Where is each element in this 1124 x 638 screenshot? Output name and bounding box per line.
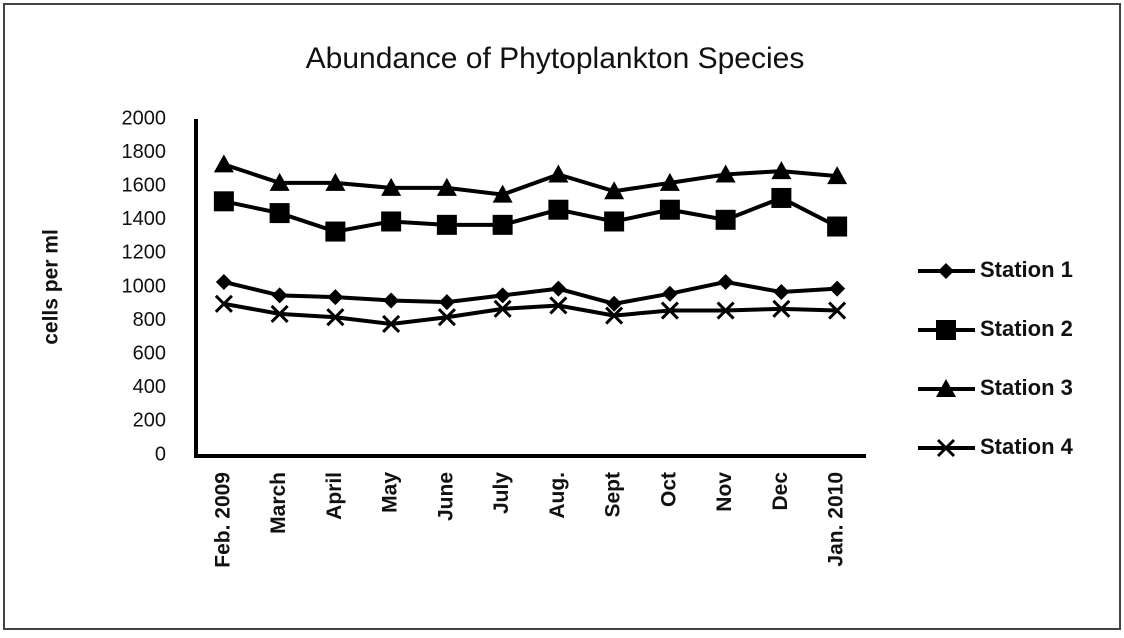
marker (827, 166, 848, 185)
marker (437, 308, 456, 327)
marker (494, 287, 511, 304)
marker (771, 161, 792, 180)
y-tick-label: 1400 (122, 208, 167, 230)
marker (549, 296, 568, 315)
marker (325, 172, 346, 191)
x-tick-label: Nov (713, 472, 736, 512)
marker (715, 209, 736, 230)
marker (606, 295, 623, 312)
legend-marker (936, 379, 956, 397)
y-tick-label: 1800 (122, 141, 167, 163)
y-tick-label: 800 (133, 309, 166, 331)
y-tick-label: 2000 (122, 107, 167, 129)
chart-title: Abundance of Phytoplankton Species (306, 42, 805, 75)
marker (215, 273, 232, 290)
marker (269, 203, 290, 224)
y-tick-label: 1000 (122, 275, 167, 297)
marker (492, 184, 513, 203)
marker (383, 292, 400, 309)
y-axis-label: cells per ml (40, 229, 63, 345)
marker (659, 172, 680, 191)
legend-label: Station 3 (980, 375, 1073, 400)
x-tick-label: Feb. 2009 (211, 472, 234, 568)
y-tick-label: 1200 (122, 242, 167, 264)
marker (661, 285, 678, 302)
legend-label: Station 2 (980, 316, 1073, 341)
marker (270, 304, 289, 323)
marker (605, 306, 624, 325)
x-tick-label: July (490, 472, 513, 514)
x-tick-label: March (267, 472, 290, 534)
line (223, 301, 838, 326)
x-tick-label: June (434, 472, 457, 521)
y-tick-label: 200 (133, 410, 166, 432)
marker (827, 216, 848, 237)
y-tick-label: 400 (133, 376, 166, 398)
x-tick-label: Aug. (546, 472, 569, 519)
marker (715, 164, 736, 183)
marker (771, 187, 792, 208)
y-tick-label: 0 (155, 443, 166, 465)
marker (269, 172, 290, 191)
y-tick-label: 1600 (122, 174, 167, 196)
legend-label: Station 4 (980, 434, 1074, 459)
marker (604, 181, 625, 200)
marker (773, 284, 790, 301)
legend-label: Station 1 (980, 257, 1073, 282)
marker (327, 289, 344, 306)
legend-marker (938, 263, 954, 279)
marker (436, 214, 457, 235)
y-tick-label: 600 (133, 342, 166, 364)
marker (829, 280, 846, 297)
marker (492, 214, 513, 235)
legend-marker (936, 320, 956, 340)
x-tick-label: May (379, 472, 402, 513)
marker (772, 299, 791, 318)
marker (325, 221, 346, 242)
marker (382, 314, 401, 334)
marker (214, 294, 233, 313)
x-tick-label: April (323, 472, 346, 520)
x-tick-label: Dec (769, 472, 792, 511)
marker (438, 294, 455, 311)
line (223, 162, 838, 197)
marker (213, 191, 234, 212)
marker (213, 154, 234, 173)
marker (271, 287, 288, 304)
marker (660, 301, 679, 320)
marker (381, 177, 402, 196)
chart-frame (3, 3, 1121, 630)
x-tick-label: Oct (657, 472, 680, 507)
marker (548, 164, 569, 183)
line (223, 279, 838, 306)
marker (550, 280, 567, 297)
marker (717, 273, 734, 290)
legend-marker (936, 438, 956, 458)
marker (326, 308, 345, 327)
marker (548, 199, 569, 220)
marker (604, 211, 625, 232)
x-tick-label: Sept (602, 472, 625, 518)
marker (381, 211, 402, 232)
marker (436, 177, 457, 196)
marker (493, 299, 512, 318)
marker (716, 301, 735, 320)
x-tick-label: Jan. 2010 (825, 472, 848, 567)
marker (828, 301, 847, 320)
marker (659, 199, 680, 220)
